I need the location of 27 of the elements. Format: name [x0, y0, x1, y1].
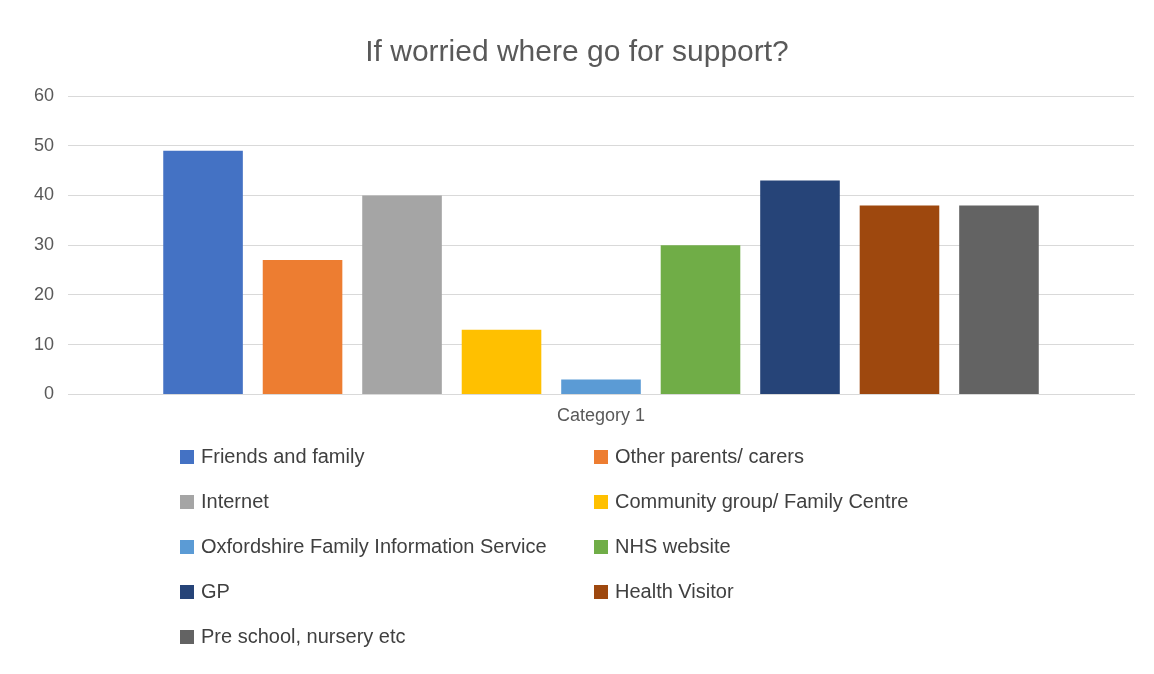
bar — [163, 150, 243, 394]
y-tick-label: 10 — [33, 333, 55, 354]
legend-label: Other parents/ carers — [615, 445, 804, 468]
legend-label: Pre school, nursery etc — [201, 625, 406, 648]
bar — [362, 195, 442, 394]
y-tick-label: 30 — [33, 234, 55, 255]
bar — [660, 245, 741, 394]
y-tick-label: 0 — [44, 383, 55, 404]
legend-label: Community group/ Family Centre — [615, 490, 909, 513]
y-tick-label: 60 — [33, 84, 55, 105]
bar — [859, 205, 940, 394]
legend-label: NHS website — [615, 535, 731, 558]
legend-label: Oxfordshire Family Information Service — [201, 535, 547, 558]
y-tick-label: 50 — [33, 134, 55, 155]
bar — [262, 260, 343, 394]
legend-label: Health Visitor — [615, 580, 734, 603]
y-tick-label: 40 — [33, 184, 55, 205]
legend-label: GP — [201, 580, 230, 603]
bar — [561, 379, 641, 394]
x-tick-label: Category 1 — [556, 405, 646, 426]
legend-label: Friends and family — [201, 445, 365, 468]
bar — [461, 329, 542, 394]
chart-title: If worried where go for support? — [365, 34, 789, 68]
y-tick-label: 20 — [33, 283, 55, 304]
bar — [959, 205, 1039, 394]
bar — [760, 180, 840, 394]
legend-label: Internet — [201, 490, 269, 513]
